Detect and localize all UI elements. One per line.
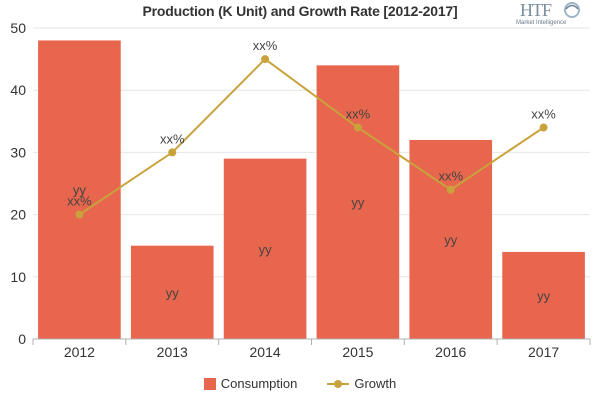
x-tick-label: 2017 (528, 344, 559, 360)
growth-point-2017 (539, 123, 548, 132)
growth-point-2014 (261, 55, 270, 64)
logo-globe-icon (564, 2, 580, 18)
logo-subtext: Market Intelligence (516, 20, 567, 26)
x-tick-label: 2012 (64, 344, 95, 360)
bar-2016 (409, 139, 493, 339)
legend-label-consumption: Consumption (220, 376, 298, 391)
line-series (75, 55, 548, 219)
line-labels: xx% xx% xx% xx% xx% xx% (67, 38, 556, 209)
legend-item-consumption[interactable]: Consumption (203, 376, 298, 391)
y-tick-label: 30 (10, 144, 26, 160)
bar-series (38, 40, 585, 339)
growth-point-2015 (353, 123, 362, 132)
y-tick-label: 40 (10, 82, 26, 98)
bar-2014 (223, 158, 307, 339)
growth-data-label: xx% (67, 194, 92, 209)
axes: 0 10 20 30 40 50 2012 2013 2014 2015 2016 2017 (10, 20, 591, 360)
growth-data-label: xx% (253, 38, 278, 53)
x-tick-label: 2016 (435, 344, 466, 360)
bar-data-label: yy (351, 195, 365, 210)
bar-2013 (130, 245, 214, 339)
growth-point-2016 (446, 185, 455, 194)
bar-data-label: yy (259, 242, 273, 257)
bar-data-label: yy (166, 285, 180, 300)
y-tick-label: 0 (18, 331, 26, 347)
bar-labels: yy yy yy yy yy yy (73, 183, 551, 304)
y-tick-label: 20 (10, 207, 26, 223)
x-tick-label: 2013 (157, 344, 188, 360)
growth-point-2013 (168, 148, 177, 157)
growth-data-label: xx% (531, 107, 556, 122)
bar-2017 (502, 251, 585, 339)
gridlines (33, 27, 590, 278)
growth-point-2012 (75, 210, 84, 219)
y-tick-label: 50 (10, 20, 26, 36)
htf-logo: HTF Market Intelligence (506, 0, 586, 30)
legend: Consumption Growth (0, 376, 600, 391)
y-tick-label: 10 (10, 269, 26, 285)
bar-data-label: yy (444, 232, 458, 247)
growth-data-label: xx% (160, 131, 185, 146)
x-tick-label: 2015 (342, 344, 373, 360)
bar-2015 (316, 65, 400, 339)
bar-2012 (38, 40, 121, 339)
chart-title: Production (K Unit) and Growth Rate [201… (142, 3, 458, 19)
logo-text: HTF (520, 0, 552, 20)
bar-data-label: yy (537, 288, 551, 303)
bar-data-label: yy (73, 183, 87, 198)
growth-data-label: xx% (346, 107, 371, 122)
legend-item-growth[interactable]: Growth (327, 376, 396, 391)
legend-label-growth: Growth (354, 376, 397, 391)
legend-swatch-growth (327, 378, 350, 390)
growth-line (78, 57, 545, 216)
x-tick-label: 2014 (250, 344, 281, 360)
legend-swatch-consumption (203, 377, 216, 390)
growth-data-label: xx% (438, 169, 463, 184)
